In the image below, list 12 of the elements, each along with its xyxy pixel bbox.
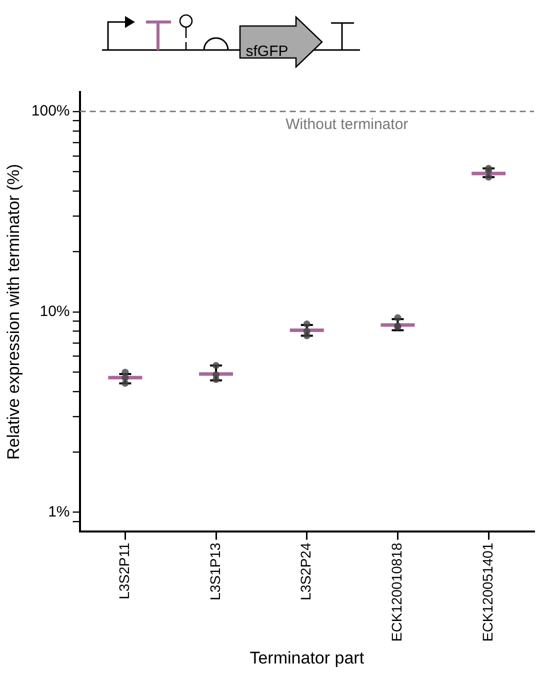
x-tick-label: ECK120010818 [388, 542, 405, 642]
x-tick-label: L3S1P13 [206, 542, 223, 600]
y-tick-label: 100% [31, 102, 70, 120]
x-tick-label: L3S2P24 [298, 542, 314, 600]
y-tick-label: 10% [40, 303, 70, 320]
x-axis-title: Terminator part [250, 648, 364, 668]
y-axis-title: Relative expression with terminator (%) [4, 164, 23, 460]
ref-line-label: Without terminator [286, 116, 408, 134]
x-tick-label: ECK120051401 [479, 542, 496, 642]
y-tick-label: 1% [48, 503, 70, 520]
x-tick-label: L3S2P11 [116, 542, 132, 600]
genetic-circuit-diagram: sfGFP [90, 8, 372, 68]
